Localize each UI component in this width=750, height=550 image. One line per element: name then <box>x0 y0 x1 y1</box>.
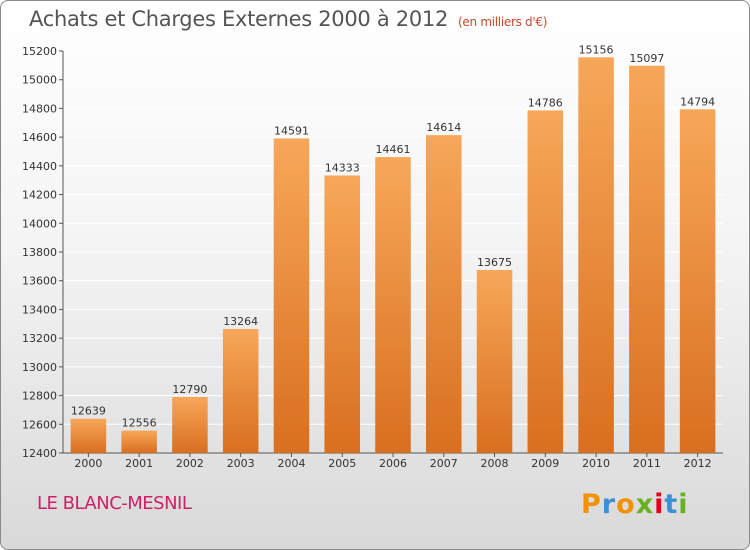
value-label-2007: 14614 <box>426 121 461 134</box>
proxiti-logo: Proxiti <box>581 489 689 520</box>
value-label-2000: 12639 <box>71 405 106 418</box>
bar-2000 <box>70 418 107 453</box>
x-tick-label-2004: 2004 <box>277 457 305 470</box>
x-tick-label-2000: 2000 <box>74 457 102 470</box>
y-tick-label: 12400 <box>22 447 57 460</box>
y-tick-label: 14800 <box>22 102 57 115</box>
bar-2007 <box>426 135 462 453</box>
value-label-2005: 14333 <box>325 161 360 174</box>
bar-2003 <box>222 328 259 453</box>
value-label-2011: 15097 <box>629 52 664 65</box>
bar-2001 <box>121 430 157 453</box>
y-tick-label: 14200 <box>22 189 57 202</box>
y-tick-label: 14400 <box>22 160 57 173</box>
value-label-2009: 14786 <box>528 96 563 109</box>
value-label-2004: 14591 <box>274 124 309 137</box>
bar-2010 <box>578 57 614 454</box>
value-label-2001: 12556 <box>122 417 157 430</box>
y-tick-label: 14600 <box>22 131 57 144</box>
x-tick-label-2001: 2001 <box>125 457 153 470</box>
x-tick-label-2005: 2005 <box>328 457 356 470</box>
y-tick-label: 12800 <box>22 390 57 403</box>
x-tick-label-2009: 2009 <box>531 457 559 470</box>
bars <box>70 57 716 454</box>
y-tick-labels: 12400 12600 12800 13000 13200 13400 13600 13800… <box>22 45 63 460</box>
logo-letter: r <box>601 489 617 520</box>
x-tick-label-2012: 2012 <box>684 457 712 470</box>
logo-letter: P <box>581 489 602 520</box>
x-tick-label-2002: 2002 <box>176 457 204 470</box>
x-tick-label-2007: 2007 <box>430 457 458 470</box>
x-tick-label-2011: 2011 <box>633 457 661 470</box>
bar-2005 <box>324 175 360 453</box>
bar-2012 <box>679 109 716 453</box>
x-tick-label-2008: 2008 <box>481 457 509 470</box>
logo-letter: t <box>664 489 679 520</box>
logo-letter: i <box>654 489 665 520</box>
bar-2002 <box>172 397 208 453</box>
bar-2011 <box>629 65 665 454</box>
commune-name: LE BLANC-MESNIL <box>37 493 192 514</box>
value-label-2012: 14794 <box>680 95 715 108</box>
x-tick-label-2006: 2006 <box>379 457 407 470</box>
y-tick-label: 13000 <box>22 361 57 374</box>
logo-letter: i <box>678 489 689 520</box>
chart-title-text: Achats et Charges Externes 2000 à 2012 <box>29 7 449 31</box>
value-label-2003: 13264 <box>223 315 258 328</box>
value-labels: 12639 12556 12790 13264 14591 14333 14461 14614… <box>71 43 715 429</box>
value-label-2010: 15156 <box>579 43 614 56</box>
logo-letter: o <box>616 489 636 520</box>
y-tick-label: 13600 <box>22 275 57 288</box>
value-label-2008: 13675 <box>477 256 512 269</box>
y-tick-label: 13200 <box>22 332 57 345</box>
x-tick-label-2010: 2010 <box>582 457 610 470</box>
value-label-2002: 12790 <box>172 383 207 396</box>
bar-2006 <box>375 157 411 453</box>
chart-subtitle: (en milliers d'€) <box>458 15 548 29</box>
value-label-2006: 14461 <box>376 143 411 156</box>
bar-2009 <box>527 110 564 453</box>
y-tick-label: 13800 <box>22 246 57 259</box>
logo-letter: x <box>635 489 655 520</box>
bar-2004 <box>273 138 310 453</box>
chart-title: Achats et Charges Externes 2000 à 2012 (e… <box>29 7 547 31</box>
y-tick-label: 12600 <box>22 418 57 431</box>
y-tick-label: 15000 <box>22 74 57 87</box>
y-tick-label: 15200 <box>22 45 57 58</box>
y-tick-label: 14000 <box>22 217 57 230</box>
x-tick-labels: 2000 2001 2002 2003 2004 2005 2006 2007 2008 2009… <box>74 453 712 470</box>
x-tick-label-2003: 2003 <box>227 457 255 470</box>
y-tick-label: 13400 <box>22 303 57 316</box>
bar-2008 <box>476 269 513 453</box>
